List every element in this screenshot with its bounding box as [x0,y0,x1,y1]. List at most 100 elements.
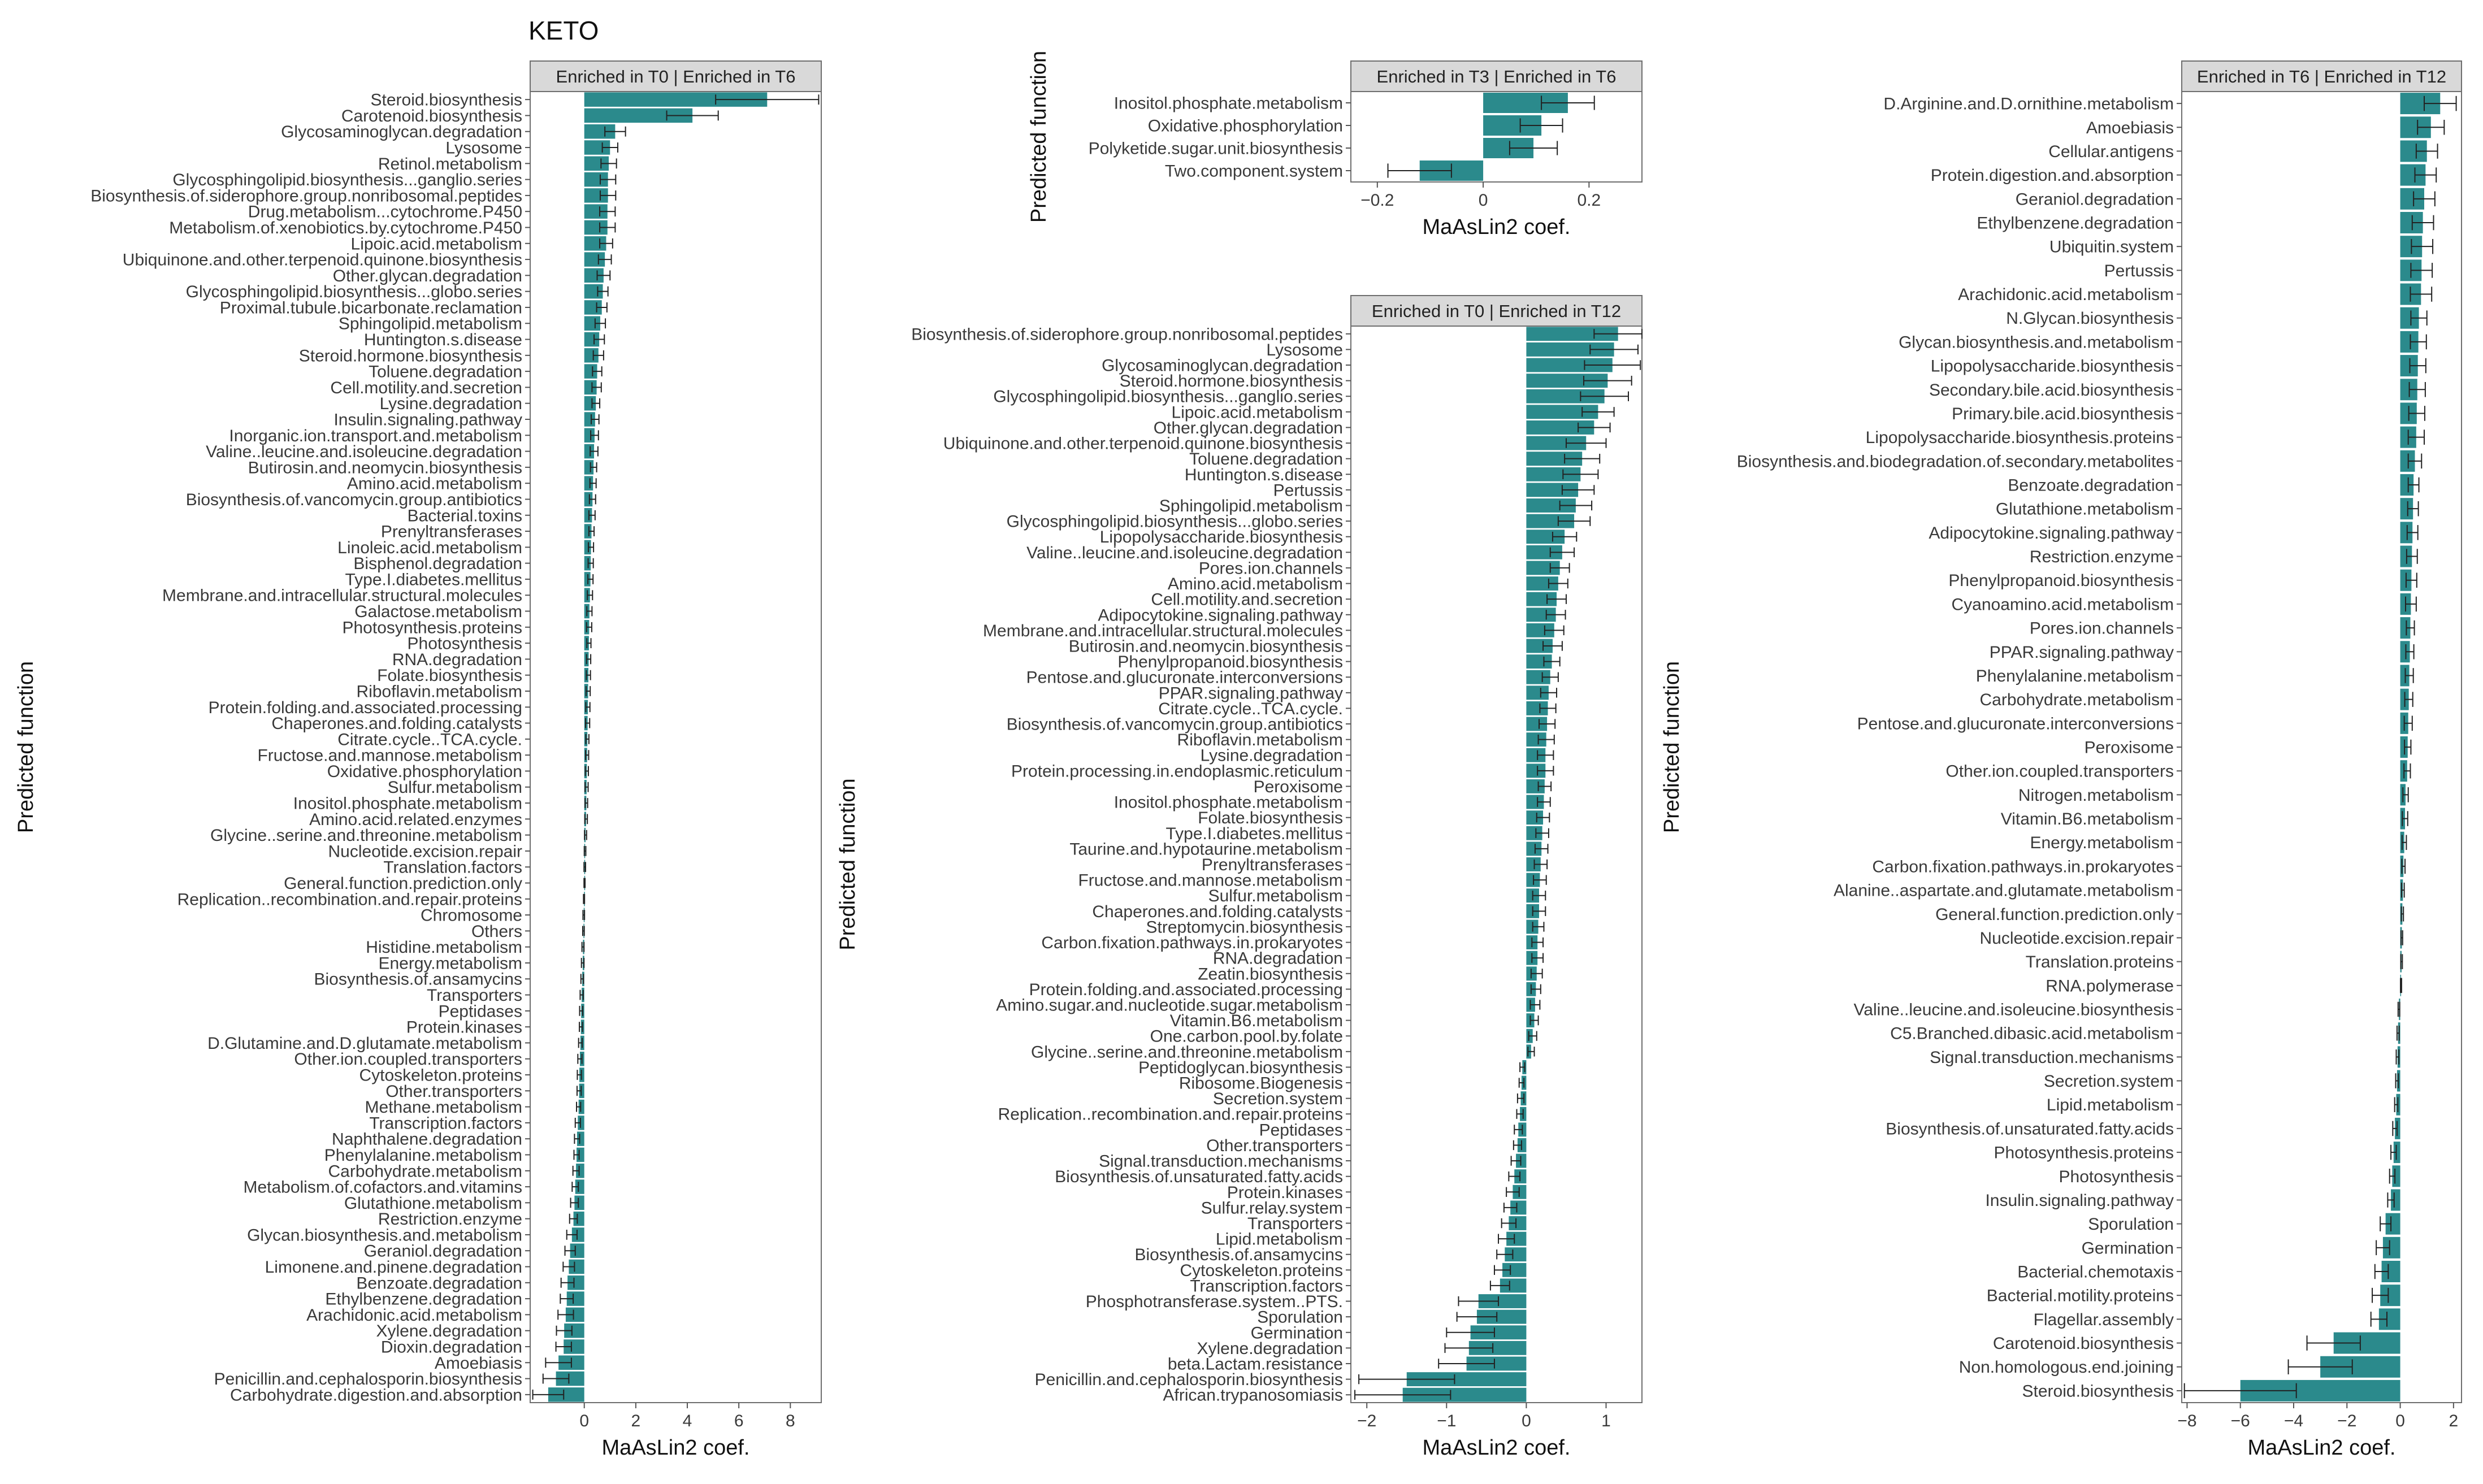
category-label: Vitamin.B6.metabolism [1170,1012,1343,1030]
category-label: beta.Lactam.resistance [1168,1355,1343,1373]
strip-background [1350,60,1643,92]
category-label: Cyanoamino.acid.metabolism [1951,595,2174,614]
bar [2400,617,2411,639]
panel-border [530,91,822,1403]
category-label: Biosynthesis.of.ansamycins [1135,1246,1344,1264]
category-label: Protein.folding.and.associated.processin… [209,698,522,717]
category-label: N.Glycan.biosynthesis [2006,309,2174,328]
category-label: Biosynthesis.of.unsaturated.fatty.acids [1055,1168,1343,1186]
category-label: Sulfur.metabolism [388,778,522,797]
category-label: Energy.metabolism [2030,834,2174,852]
category-label: PPAR.signaling.pathway [1159,684,1343,702]
category-label: Lipoic.acid.metabolism [1172,403,1343,422]
category-label: Peroxisome [2085,739,2174,757]
category-label: Methane.metabolism [365,1098,522,1117]
category-label: Transcription.factors [1190,1277,1343,1295]
panel-border [1350,91,1643,183]
bar [584,508,592,523]
x-axis-title: MaAsLin2 coef. [602,1436,750,1460]
category-label: Lipopolysaccharide.biosynthesis [1100,528,1343,546]
bar [2400,641,2410,663]
category-label: Insulin.signaling.pathway [1985,1191,2174,1210]
category-label: Xylene.degradation [1197,1339,1343,1358]
category-label: Secretion.system [1213,1090,1343,1108]
bar [584,556,591,571]
category-label: Biosynthesis.of.unsaturated.fatty.acids [1886,1119,2174,1138]
category-label: Steroid.biosynthesis [2022,1382,2174,1400]
y-axis-title: Predicted function [1660,661,1684,833]
category-label: Biosynthesis.of.siderophore.group.nonrib… [90,186,522,205]
category-label: Toluene.degradation [369,363,522,381]
category-label: Drug.metabolism...cytochrome.P450 [248,203,522,222]
category-label: Streptomycin.biosynthesis [1146,918,1344,936]
category-label: Sporulation [2088,1215,2174,1234]
category-label: Ubiquitin.system [2049,238,2174,257]
x-tick-label: −0.2 [1360,191,1394,210]
category-label: Valine..leucine.and.isoleucine.biosynthe… [1854,1001,2174,1019]
category-label: Two.component.system [1165,162,1343,181]
category-label: RNA.degradation [392,650,522,669]
category-label: Phenylalanine.metabolism [1976,667,2174,685]
category-label: Glycine..serine.and.threonine.metabolism [210,826,522,845]
category-label: Ethylbenzene.degradation [325,1290,522,1309]
category-label: Geraniol.degradation [364,1242,522,1261]
bar [584,444,595,459]
x-tick-label: 1 [1601,1412,1611,1430]
bar [577,1131,584,1146]
category-label: Translation.factors [383,858,522,877]
category-label: Riboflavin.metabolism [1177,731,1343,749]
category-label: Protein.kinases [1227,1183,1343,1202]
category-label: Carbohydrate.metabolism [1980,691,2174,709]
category-label: Folate.biosynthesis [1198,809,1343,827]
category-label: Galactose.metabolism [354,602,522,621]
category-label: Pores.ion.channels [2030,619,2174,638]
category-label: Prenyltransferases [1202,856,1343,874]
category-label: Sphingolipid.metabolism [1159,497,1343,515]
category-label: Amino.acid.metabolism [1168,575,1343,593]
category-label: Bacterial.chemotaxis [2017,1263,2174,1282]
category-label: Membrane.and.intracellular.structural.mo… [983,622,1343,640]
category-label: Lysine.degradation [1201,747,1343,765]
category-label: Glycosphingolipid.biosynthesis...ganglio… [172,171,522,189]
category-label: Ethylbenzene.degradation [1977,214,2174,233]
category-label: Non.homologous.end.joining [1959,1358,2174,1377]
category-label: Inositol.phosphate.metabolism [293,795,522,813]
category-label: Ubiquinone.and.other.terpenoid.quinone.b… [943,435,1343,453]
strip-background [1350,295,1643,327]
category-label: Butirosin.and.neomycin.biosynthesis [1069,637,1343,656]
strip-background [530,60,822,92]
category-label: Transporters [1247,1214,1343,1233]
category-label: Benzoate.degradation [2008,476,2174,495]
category-label: Arachidonic.acid.metabolism [1958,285,2174,304]
category-label: Adipocytokine.signaling.pathway [1929,524,2174,543]
category-label: Pentose.and.glucuronate.interconversions [1026,669,1343,687]
bar [584,380,597,395]
category-label: Amino.sugar.and.nucleotide.sugar.metabol… [996,996,1343,1014]
category-label: Polyketide.sugar.unit.biosynthesis [1089,140,1343,158]
category-label: Replication..recombination.and.repair.pr… [998,1105,1343,1124]
category-label: Butirosin.and.neomycin.biosynthesis [248,458,522,477]
category-label: Nucleotide.excision.repair [328,842,522,861]
category-label: Benzoate.degradation [356,1274,522,1292]
category-label: Peptidases [439,1002,522,1021]
chart-panel-2: Enriched in T3 | Enriched in T6 Inositol.… [1027,51,1643,239]
category-label: Glycosphingolipid.biosynthesis...ganglio… [993,388,1343,406]
category-label: Ubiquinone.and.other.terpenoid.quinone.b… [123,251,522,270]
bar [584,396,596,411]
category-label: Bisphenol.degradation [353,554,522,573]
category-label: Oxidative.phosphorylation [327,762,522,781]
bar [584,412,595,427]
category-label: Carbohydrate.metabolism [328,1162,523,1181]
chart-panel-1: Enriched in T0 | Enriched in T6 Steroid.b… [14,60,822,1460]
category-label: Lipoic.acid.metabolism [351,235,522,253]
category-label: One.carbon.pool.by.folate [1150,1027,1343,1046]
category-label: Carbon.fixation.pathways.in.prokaryotes [1041,934,1343,952]
bar [2400,498,2413,520]
category-label: Penicillin.and.cephalosporin.biosynthesi… [214,1370,522,1388]
category-label: Xylene.degradation [376,1322,522,1340]
x-axis-title: MaAsLin2 coef. [1423,215,1571,239]
category-label: Naphthalene.degradation [332,1130,522,1149]
category-label: Photosynthesis [408,635,522,653]
strip-label: Enriched in T6 | Enriched in T12 [2197,67,2446,86]
category-label: Photosynthesis.proteins [1994,1144,2174,1162]
